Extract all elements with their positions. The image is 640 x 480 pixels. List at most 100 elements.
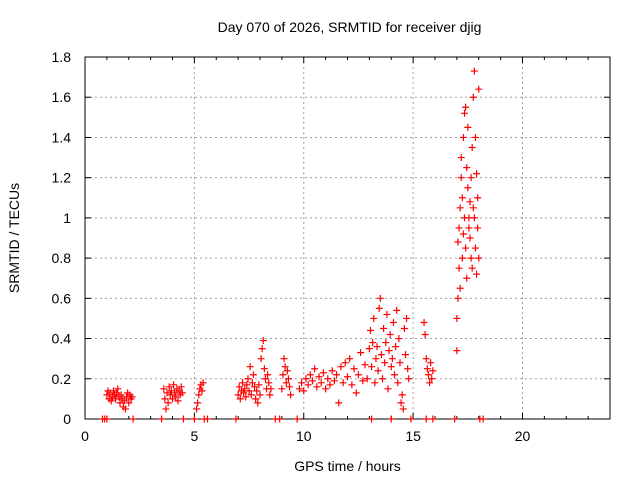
data-point bbox=[348, 381, 356, 389]
data-point bbox=[284, 375, 292, 383]
data-point bbox=[107, 397, 115, 405]
data-point bbox=[265, 379, 273, 387]
data-point bbox=[311, 365, 319, 373]
data-point bbox=[455, 224, 463, 232]
x-axis-label: GPS time / hours bbox=[294, 458, 401, 474]
x-tick-label: 15 bbox=[405, 428, 421, 444]
data-point bbox=[326, 381, 334, 389]
data-point bbox=[255, 381, 263, 389]
y-tick-label: 1.4 bbox=[52, 129, 72, 145]
data-point bbox=[426, 379, 434, 387]
data-point bbox=[384, 385, 392, 393]
data-point bbox=[278, 385, 286, 393]
x-tick-label: 10 bbox=[296, 428, 312, 444]
data-point bbox=[462, 103, 470, 111]
data-point bbox=[466, 198, 474, 206]
data-point bbox=[468, 144, 476, 151]
data-point bbox=[304, 381, 312, 389]
data-point bbox=[421, 331, 429, 339]
data-point bbox=[392, 343, 400, 351]
data-point bbox=[287, 391, 295, 399]
data-point bbox=[407, 415, 415, 423]
data-point bbox=[401, 351, 409, 359]
data-point bbox=[162, 405, 170, 413]
data-point bbox=[116, 399, 124, 407]
data-point bbox=[470, 214, 478, 222]
data-point bbox=[368, 415, 376, 423]
data-point bbox=[466, 234, 474, 242]
axis-ticks: 0 5 10 15 20 0 0.2 0.4 0.6 0.8 1 1.2 1.4 1.6 1.8 bbox=[52, 49, 611, 444]
data-point bbox=[368, 363, 376, 371]
data-point bbox=[453, 347, 461, 355]
data-point bbox=[266, 391, 274, 399]
data-point bbox=[369, 339, 377, 347]
data-point bbox=[403, 314, 411, 322]
data-point bbox=[252, 395, 260, 403]
data-point bbox=[405, 375, 413, 383]
data-point bbox=[246, 363, 254, 371]
data-point bbox=[458, 194, 466, 202]
data-point bbox=[395, 335, 403, 343]
data-point bbox=[427, 359, 435, 367]
data-point bbox=[474, 194, 482, 202]
data-point bbox=[129, 415, 137, 423]
data-point bbox=[204, 415, 211, 423]
data-point bbox=[370, 314, 378, 322]
data-point bbox=[199, 379, 207, 387]
data-points bbox=[99, 67, 487, 423]
data-point bbox=[453, 314, 461, 322]
data-point bbox=[399, 405, 407, 413]
data-point bbox=[333, 371, 341, 379]
data-point bbox=[241, 385, 249, 393]
data-point bbox=[172, 393, 180, 401]
data-point bbox=[158, 415, 166, 423]
data-point bbox=[371, 379, 379, 387]
data-point bbox=[244, 375, 252, 383]
data-point bbox=[455, 264, 463, 272]
data-point bbox=[464, 184, 472, 192]
data-point bbox=[258, 345, 266, 353]
data-point bbox=[376, 294, 384, 302]
x-tick-label: 0 bbox=[81, 428, 89, 444]
data-point bbox=[178, 389, 186, 397]
data-point bbox=[394, 379, 402, 387]
data-point bbox=[469, 93, 477, 101]
data-point bbox=[242, 393, 250, 401]
data-point bbox=[374, 367, 382, 375]
y-tick-label: 1 bbox=[63, 210, 71, 226]
data-point bbox=[260, 365, 268, 373]
data-point bbox=[328, 367, 336, 375]
data-point bbox=[164, 399, 172, 407]
data-point bbox=[468, 264, 476, 272]
data-point bbox=[256, 391, 264, 399]
data-point bbox=[404, 365, 412, 373]
data-point bbox=[379, 375, 386, 383]
data-point bbox=[322, 385, 330, 393]
data-point bbox=[456, 284, 464, 292]
data-point bbox=[253, 387, 261, 395]
data-point bbox=[193, 405, 201, 413]
data-point bbox=[465, 224, 473, 232]
data-point bbox=[467, 254, 475, 262]
data-point bbox=[423, 365, 431, 373]
data-point bbox=[373, 343, 381, 351]
data-point bbox=[114, 385, 122, 393]
data-point bbox=[377, 351, 385, 359]
data-point bbox=[319, 369, 327, 377]
data-point bbox=[429, 415, 437, 423]
data-point bbox=[236, 395, 244, 403]
data-point bbox=[128, 393, 136, 401]
data-point bbox=[344, 373, 351, 381]
data-point bbox=[366, 327, 374, 335]
data-point bbox=[113, 389, 121, 397]
data-point bbox=[429, 367, 437, 375]
data-point bbox=[259, 337, 267, 345]
data-point bbox=[386, 331, 394, 339]
data-point bbox=[365, 345, 373, 353]
data-point bbox=[461, 109, 469, 117]
grid-lines bbox=[85, 57, 610, 419]
x-tick-label: 20 bbox=[515, 428, 531, 444]
data-point bbox=[454, 294, 462, 302]
data-point bbox=[380, 325, 388, 332]
